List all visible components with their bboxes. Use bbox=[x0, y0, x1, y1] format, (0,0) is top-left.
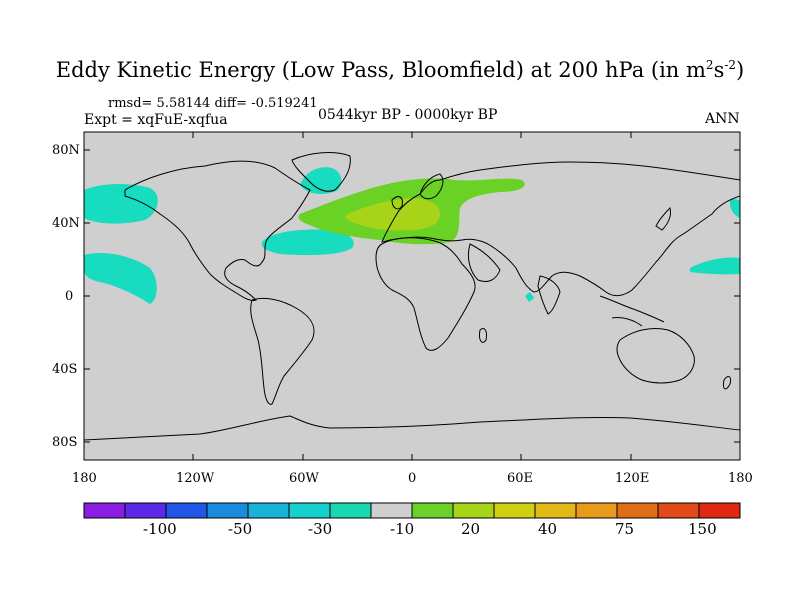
experiment-label: Expt = xqFuE-xqfua bbox=[84, 112, 228, 128]
axis-ticks bbox=[84, 132, 740, 460]
colorbar-swatch bbox=[616, 502, 659, 519]
colorbar-label-40: 40 bbox=[538, 520, 558, 538]
colorbar-swatch bbox=[452, 502, 495, 519]
colorbar-label-neg100: -100 bbox=[143, 520, 177, 538]
british-isles-coast bbox=[391, 196, 403, 210]
new-zealand-coast bbox=[723, 376, 731, 390]
south-america-coast bbox=[250, 297, 315, 405]
colorbar-swatch bbox=[206, 502, 249, 519]
colorbar-swatch bbox=[370, 502, 413, 519]
colorbar bbox=[83, 502, 741, 519]
period-label: 0544kyr BP - 0000kyr BP bbox=[318, 107, 498, 123]
anomaly-arabian-sea bbox=[525, 292, 534, 302]
arabia-coast bbox=[467, 243, 501, 283]
india-coast bbox=[537, 275, 561, 315]
anomaly-west-atlantic bbox=[261, 229, 354, 256]
lon-label-60w: 60W bbox=[289, 471, 319, 486]
colorbar-swatch bbox=[575, 502, 618, 519]
plot-title: Eddy Kinetic Energy (Low Pass, Bloomfiel… bbox=[55, 58, 745, 82]
eurasia-coast bbox=[381, 161, 740, 297]
anomaly-greenland bbox=[300, 167, 342, 195]
lon-label-180w: 180 bbox=[72, 471, 97, 486]
season-label: ANN bbox=[705, 111, 740, 127]
colorbar-swatch bbox=[493, 502, 536, 519]
colorbar-swatch bbox=[83, 502, 126, 519]
japan-coast bbox=[655, 207, 671, 231]
colorbar-label-neg50: -50 bbox=[228, 520, 253, 538]
colorbar-swatch bbox=[165, 502, 208, 519]
anomaly-north-pacific bbox=[84, 184, 158, 224]
colorbar-swatch bbox=[288, 502, 331, 519]
africa-coast bbox=[375, 237, 476, 351]
coastlines bbox=[84, 152, 740, 441]
colorbar-swatch bbox=[124, 502, 167, 519]
colorbar-label-neg30: -30 bbox=[308, 520, 333, 538]
indonesia-coast bbox=[599, 295, 665, 323]
anomaly-fields bbox=[84, 167, 740, 304]
lon-label-120w: 120W bbox=[176, 471, 215, 486]
anomaly-date-line bbox=[730, 199, 740, 218]
lon-label-60e: 60E bbox=[507, 471, 534, 486]
lat-label-80s: 80S bbox=[52, 435, 78, 450]
colorbar-swatch bbox=[534, 502, 577, 519]
lat-label-0: 0 bbox=[65, 289, 74, 304]
madagascar-coast bbox=[479, 327, 487, 343]
colorbar-swatch bbox=[329, 502, 372, 519]
lat-label-40s: 40S bbox=[52, 362, 78, 377]
anomaly-central-pacific bbox=[84, 252, 157, 304]
lat-label-40n: 40N bbox=[52, 216, 80, 231]
colorbar-label-20: 20 bbox=[461, 520, 481, 538]
lon-label-0: 0 bbox=[408, 471, 417, 486]
colorbar-swatch bbox=[247, 502, 290, 519]
australia-coast bbox=[616, 327, 695, 384]
colorbar-swatch bbox=[657, 502, 700, 519]
anomaly-europe-inner bbox=[345, 198, 440, 231]
colorbar-label-75: 75 bbox=[615, 520, 635, 538]
java-coast bbox=[611, 317, 643, 327]
scandinavia-coast bbox=[419, 173, 444, 200]
colorbar-label-150: 150 bbox=[688, 520, 717, 538]
lon-label-180e: 180 bbox=[728, 471, 753, 486]
anomaly-east-pacific bbox=[690, 257, 740, 275]
lat-label-80n: 80N bbox=[52, 143, 80, 158]
colorbar-swatch bbox=[698, 502, 741, 519]
colorbar-swatch bbox=[411, 502, 454, 519]
colorbar-label-neg10: -10 bbox=[390, 520, 415, 538]
greenland-coast bbox=[291, 152, 351, 192]
stats-label: rmsd= 5.58144 diff= -0.519241 bbox=[108, 96, 318, 111]
antarctica-coast bbox=[84, 415, 740, 441]
north-america-coast bbox=[124, 160, 311, 301]
lon-label-120e: 120E bbox=[615, 471, 650, 486]
